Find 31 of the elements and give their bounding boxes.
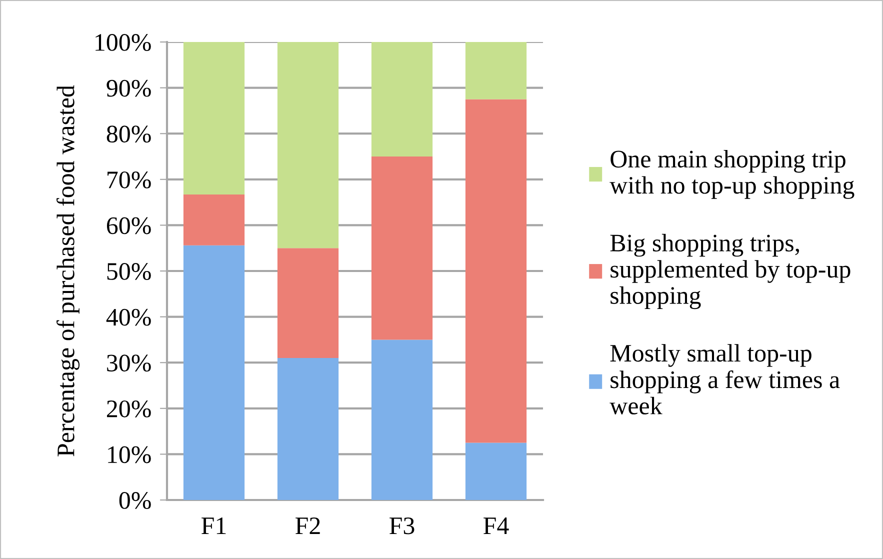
bar (465, 42, 527, 100)
bar (277, 248, 339, 358)
bar (183, 245, 245, 500)
bar (465, 442, 527, 500)
y-tick-label: 0% (119, 492, 151, 509)
y-tick-label: 50% (107, 263, 151, 280)
x-tick-label: F4 (484, 518, 509, 534)
x-tick-label: F3 (390, 517, 414, 534)
bar (183, 194, 245, 246)
y-tick-label: 40% (106, 308, 151, 326)
bar (277, 42, 339, 248)
y-tick-label: 30% (107, 354, 151, 372)
y-tick-label: 80% (106, 126, 151, 143)
x-tick-label: F1 (202, 518, 226, 534)
y-tick-label: 100% (96, 34, 151, 51)
y-tick-label: 10% (108, 446, 151, 464)
legend-label: One main shopping trip with no top-up shopping (610, 150, 854, 199)
bar (371, 42, 433, 156)
bar (183, 42, 245, 195)
bar (465, 99, 527, 443)
bar (371, 340, 433, 500)
legend-label: Big shopping trips, supplemented by top-up shopping (610, 234, 850, 310)
x-tick-label: F2 (296, 517, 320, 534)
y-tick-label: 70% (108, 171, 151, 188)
legend-label: Mostly small top-up shopping a few times a week (610, 344, 840, 414)
y-axis-title: Percentage of purchased food wasted (56, 85, 80, 456)
y-tick-label: 20% (106, 400, 151, 418)
y-tick-label: 60% (106, 217, 151, 234)
bar (277, 358, 339, 500)
bar (371, 156, 433, 340)
y-tick-label: 90% (106, 80, 151, 97)
